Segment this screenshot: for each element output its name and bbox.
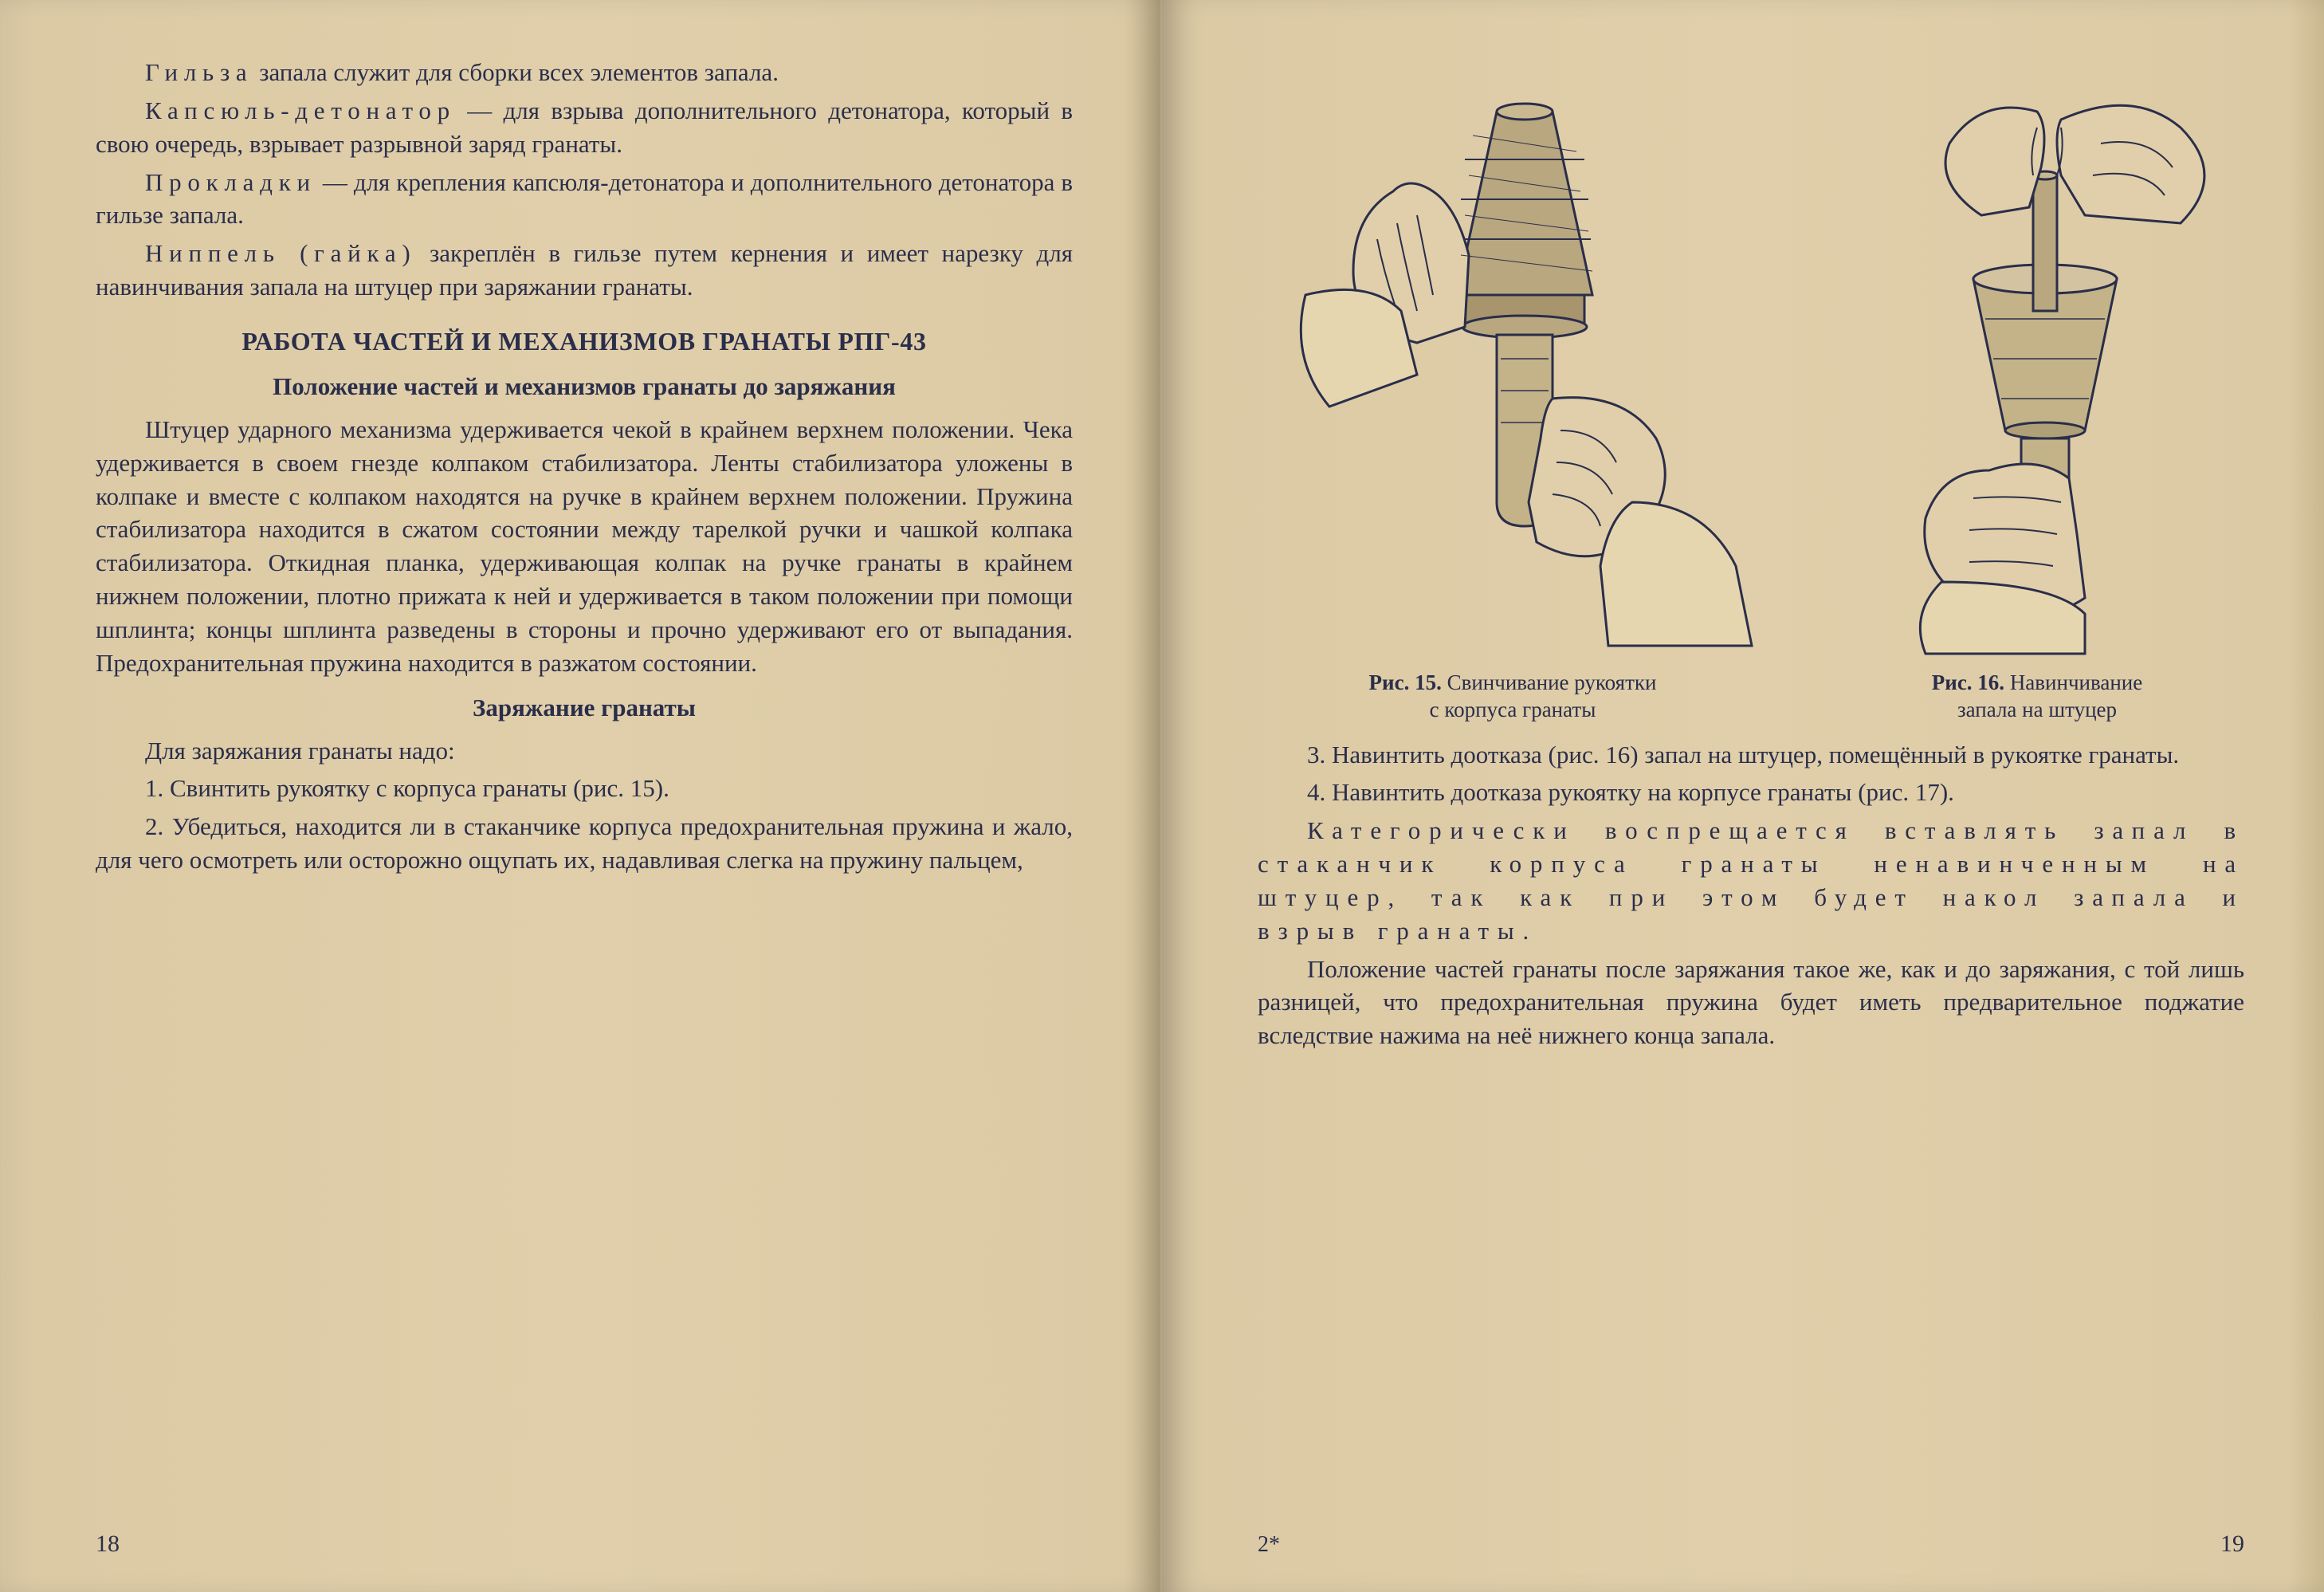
figure-15: Рис. 15. Свинчивание рукоятки с корпуса … xyxy=(1258,56,1768,724)
signature-mark: 2* xyxy=(1258,1530,1280,1560)
term-nippel: Ниппель (гайка) xyxy=(145,239,416,267)
fig16-label-l1: Навинчивание xyxy=(2004,670,2142,694)
heading-rabota: РАБОТА ЧАСТЕЙ И МЕХАНИЗМОВ ГРАНАТЫ РПГ-4… xyxy=(96,324,1073,359)
fig16-label-l2: запала на штуцер xyxy=(1957,698,2117,721)
figure-16-illustration xyxy=(1830,56,2244,662)
fig15-label-bold: Рис. 15. xyxy=(1369,670,1442,694)
para-warning: Категорически воспрещается вставлять зап… xyxy=(1258,814,2244,947)
para-gilza: Гильза запала служит для сборки всех эле… xyxy=(96,56,1073,89)
para-detonator: Капсюль-детонатор — для взрыва дополните… xyxy=(96,94,1073,161)
book-spread: Гильза запала служит для сборки всех эле… xyxy=(0,0,2324,1592)
para-nippel: Ниппель (гайка) закреплён в гильзе путем… xyxy=(96,237,1073,304)
term-gilza: Гильза xyxy=(145,58,253,86)
para-after: Положение частей гранаты после заряжания… xyxy=(1258,953,2244,1053)
warning-text: Категорически воспрещается вставлять зап… xyxy=(1258,816,2244,945)
page-number-right: 19 xyxy=(2220,1528,2244,1561)
list-intro: Для заряжания гранаты надо: xyxy=(96,734,1073,768)
page-number-left: 18 xyxy=(96,1528,120,1561)
figure-15-caption: Рис. 15. Свинчивание рукоятки с корпуса … xyxy=(1258,670,1768,724)
term-prokladki: Прокладки xyxy=(145,168,316,196)
figure-15-illustration xyxy=(1258,56,1768,662)
fig15-label-l2: с корпуса гранаты xyxy=(1430,698,1596,721)
para-step-3: 3. Навинтить доотказа (рис. 16) запал на… xyxy=(1258,738,2244,772)
para-body-a: Штуцер ударного механизма удерживается ч… xyxy=(96,413,1073,680)
heading-polozhenie: Положение частей и механизмов гранаты до… xyxy=(96,370,1073,403)
page-right: Рис. 15. Свинчивание рукоятки с корпуса … xyxy=(1162,0,2324,1592)
fig16-label-bold: Рис. 16. xyxy=(1932,670,2004,694)
figure-row: Рис. 15. Свинчивание рукоятки с корпуса … xyxy=(1258,56,2244,724)
term-detonator: Капсюль-детонатор xyxy=(145,96,456,124)
list-item-2: 2. Убедиться, находится ли в стаканчике … xyxy=(96,810,1073,877)
text: запала служит для сборки всех элементов … xyxy=(253,58,779,86)
heading-zaryazhanie: Заряжание гранаты xyxy=(96,691,1073,725)
list-item-1: 1. Свинтить рукоятку с корпуса гранаты (… xyxy=(96,772,1073,805)
page-left: Гильза запала служит для сборки всех эле… xyxy=(0,0,1162,1592)
figure-16: Рис. 16. Навинчивание запала на штуцер xyxy=(1830,56,2244,724)
para-prokladki: Прокладки — для крепления капсюля-детона… xyxy=(96,166,1073,233)
fig15-label-l1: Свинчивание рукоятки xyxy=(1442,670,1657,694)
para-step-4: 4. Навинтить доотказа рукоятку на корпус… xyxy=(1258,776,2244,809)
figure-16-caption: Рис. 16. Навинчивание запала на штуцер xyxy=(1830,670,2244,724)
